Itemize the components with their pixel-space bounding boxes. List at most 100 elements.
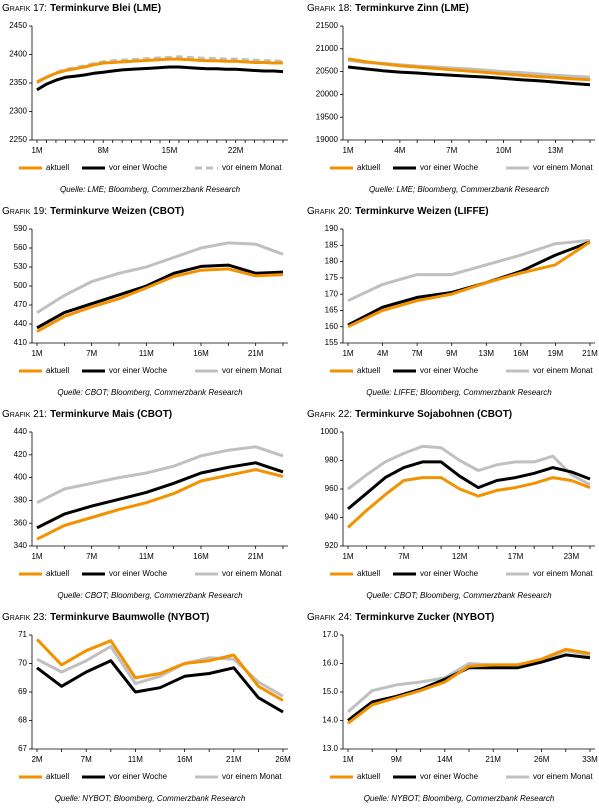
y-tick-label: 20000 bbox=[316, 90, 339, 99]
y-tick-label: 380 bbox=[14, 496, 28, 505]
title-text: Terminkurve Baumwolle (NYBOT) bbox=[50, 612, 209, 623]
y-tick-label: 500 bbox=[14, 281, 28, 290]
title-text: Terminkurve Mais (CBOT) bbox=[50, 409, 172, 420]
y-tick-label: 960 bbox=[325, 484, 339, 493]
series-line bbox=[36, 267, 284, 333]
chart-panel: Grafik 17: Terminkurve Blei (LME) 2250 2300… bbox=[2, 3, 288, 194]
y-tick-label: 190 bbox=[325, 224, 339, 233]
legend-label: vor einem Monat bbox=[222, 366, 282, 375]
y-tick-label: 400 bbox=[14, 473, 28, 482]
title-label: Grafik 18: bbox=[307, 3, 352, 14]
x-tick-label: 7M bbox=[398, 552, 409, 561]
y-tick-label: 2350 bbox=[9, 78, 27, 87]
legend-label: aktuell bbox=[46, 772, 69, 781]
x-tick-label: 11M bbox=[139, 552, 154, 561]
x-tick-label: 21M bbox=[226, 755, 242, 764]
y-tick-label: 21500 bbox=[316, 21, 339, 30]
y-tick-label: 13.0 bbox=[322, 744, 338, 753]
chart-panel: Grafik 19: Terminkurve Weizen (CBOT) 410 44… bbox=[2, 206, 288, 397]
series-line bbox=[36, 445, 284, 505]
x-tick-label: 16M bbox=[177, 755, 193, 764]
y-tick-label: 21000 bbox=[316, 44, 339, 53]
title-label: Grafik 21: bbox=[2, 409, 47, 420]
y-tick-label: 69 bbox=[18, 687, 27, 696]
series-line bbox=[36, 659, 284, 714]
title-label: Grafik 22: bbox=[307, 409, 352, 420]
legend-label: vor einem Monat bbox=[533, 366, 593, 375]
x-tick-label: 16M bbox=[193, 349, 209, 358]
x-tick-label: 21M bbox=[582, 349, 598, 358]
y-tick-label: 155 bbox=[325, 338, 339, 347]
legend-label: aktuell bbox=[46, 366, 69, 375]
x-tick-label: 1M bbox=[342, 552, 353, 561]
title-text: Terminkurve Sojabohnen (CBOT) bbox=[355, 409, 512, 420]
legend-label: vor einer Woche bbox=[109, 163, 168, 172]
series-line bbox=[36, 468, 284, 541]
y-tick-label: 180 bbox=[325, 257, 339, 266]
chart-title: Grafik 21: Terminkurve Mais (CBOT) bbox=[2, 409, 172, 420]
x-tick-label: 7M bbox=[446, 146, 457, 155]
x-tick-label: 12M bbox=[452, 552, 468, 561]
series-line bbox=[347, 647, 591, 725]
y-tick-label: 470 bbox=[14, 300, 28, 309]
source: Quelle: LME; Bloomberg, Commerzbank Rese… bbox=[369, 185, 550, 194]
y-tick-label: 175 bbox=[325, 273, 339, 282]
x-tick-label: 16M bbox=[193, 552, 209, 561]
y-tick-label: 1000 bbox=[320, 427, 338, 436]
title-label: Grafik 17: bbox=[2, 3, 47, 14]
title-label: Grafik 20: bbox=[307, 206, 352, 217]
y-tick-label: 440 bbox=[14, 427, 28, 436]
source: Quelle: CBOT; Bloomberg, Commerzbank Res… bbox=[57, 591, 243, 600]
y-tick-label: 2250 bbox=[9, 135, 27, 144]
x-tick-label: 21M bbox=[485, 755, 501, 764]
y-tick-label: 165 bbox=[325, 306, 339, 315]
source: Quelle: CBOT; Bloomberg, Commerzbank Res… bbox=[366, 591, 552, 600]
title-label: Grafik 19: bbox=[2, 206, 47, 217]
y-tick-label: 2300 bbox=[9, 107, 27, 116]
x-tick-label: 4M bbox=[394, 146, 405, 155]
source: Quelle: LIFFE; Bloomberg, Commerzbank Re… bbox=[366, 388, 552, 397]
x-tick-label: 19M bbox=[548, 349, 564, 358]
series-line bbox=[346, 476, 591, 529]
y-tick-label: 920 bbox=[325, 541, 339, 550]
chart-title: Grafik 17: Terminkurve Blei (LME) bbox=[2, 3, 161, 14]
x-tick-label: 11M bbox=[128, 755, 143, 764]
x-tick-label: 1M bbox=[31, 552, 42, 561]
x-tick-label: 14M bbox=[437, 755, 453, 764]
series-line bbox=[36, 65, 284, 92]
chart-title: Grafik 23: Terminkurve Baumwolle (NYBOT) bbox=[2, 612, 209, 623]
x-tick-label: 26M bbox=[534, 755, 550, 764]
y-tick-label: 19000 bbox=[316, 135, 339, 144]
y-tick-label: 71 bbox=[18, 630, 27, 639]
legend-label: vor einem Monat bbox=[222, 163, 282, 172]
legend-label: vor einer Woche bbox=[420, 569, 479, 578]
source: Quelle: LME; Bloomberg, Commerzbank Rese… bbox=[60, 185, 241, 194]
legend-label: vor einem Monat bbox=[222, 569, 282, 578]
y-tick-label: 360 bbox=[14, 518, 28, 527]
chart-title: Grafik 22: Terminkurve Sojabohnen (CBOT) bbox=[307, 409, 512, 420]
legend-label: vor einer Woche bbox=[420, 772, 479, 781]
y-tick-label: 560 bbox=[14, 243, 28, 252]
legend-label: vor einem Monat bbox=[533, 772, 593, 781]
legend-label: vor einem Monat bbox=[533, 163, 593, 172]
x-tick-label: 9M bbox=[391, 755, 402, 764]
x-tick-label: 7M bbox=[86, 349, 97, 358]
y-tick-label: 440 bbox=[14, 319, 28, 328]
y-tick-label: 70 bbox=[18, 659, 27, 668]
x-tick-label: 16M bbox=[513, 349, 529, 358]
legend-label: vor einer Woche bbox=[109, 366, 168, 375]
title-label: Grafik 23: bbox=[2, 612, 47, 623]
y-tick-label: 15.0 bbox=[322, 687, 338, 696]
chart-panel: Grafik 20: Terminkurve Weizen (LIFFE)1551… bbox=[307, 206, 598, 397]
source: Quelle: CBOT; Bloomberg, Commerzbank Res… bbox=[57, 388, 243, 397]
x-tick-label: 8M bbox=[98, 146, 109, 155]
x-tick-label: 2M bbox=[31, 755, 42, 764]
x-tick-label: 1M bbox=[31, 146, 42, 155]
title-text: Terminkurve Blei (LME) bbox=[50, 3, 161, 14]
series-line bbox=[36, 241, 284, 314]
y-tick-label: 2400 bbox=[9, 50, 27, 59]
x-tick-label: 9M bbox=[446, 349, 457, 358]
x-tick-label: 13M bbox=[479, 349, 495, 358]
series-line bbox=[347, 65, 591, 87]
y-tick-label: 19500 bbox=[316, 112, 339, 121]
